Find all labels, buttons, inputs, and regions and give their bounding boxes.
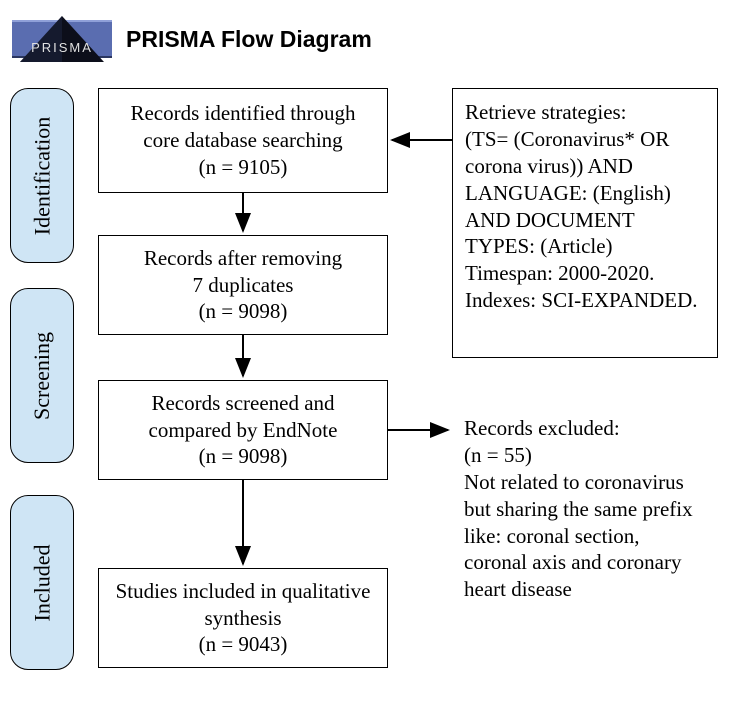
box-identified: Records identified through core database…	[98, 88, 388, 193]
box-screened: Records screened and compared by EndNote…	[98, 380, 388, 480]
box-text: Records excluded:(n = 55)Not related to …	[464, 415, 706, 603]
stage-label-included: Included	[10, 495, 74, 670]
prisma-logo: PRISMA	[12, 12, 112, 67]
box-strategy: Retrieve strategies:(TS= (Coronavirus* O…	[452, 88, 718, 358]
box-included: Studies included in qualitative synthesi…	[98, 568, 388, 668]
page-title: PRISMA Flow Diagram	[126, 26, 372, 53]
box-text: Retrieve strategies:(TS= (Coronavirus* O…	[465, 99, 705, 314]
box-excluded: Records excluded:(n = 55)Not related to …	[452, 405, 718, 670]
stage-label-identification: Identification	[10, 88, 74, 263]
box-text: Records after removing7 duplicates(n = 9…	[144, 245, 342, 326]
box-text: Records screened and compared by EndNote…	[111, 390, 375, 471]
header: PRISMA PRISMA Flow Diagram	[12, 12, 372, 67]
diagram-container: PRISMA PRISMA Flow Diagram Identificatio…	[0, 0, 736, 726]
stage-label-screening: Screening	[10, 288, 74, 463]
box-text: Studies included in qualitative synthesi…	[111, 578, 375, 659]
logo-text: PRISMA	[31, 40, 93, 55]
box-text: Records identified through core database…	[111, 100, 375, 181]
box-after-duplicates: Records after removing7 duplicates(n = 9…	[98, 235, 388, 335]
stage-label-text: Included	[29, 544, 55, 621]
stage-label-text: Identification	[29, 116, 55, 235]
stage-label-text: Screening	[29, 332, 55, 420]
